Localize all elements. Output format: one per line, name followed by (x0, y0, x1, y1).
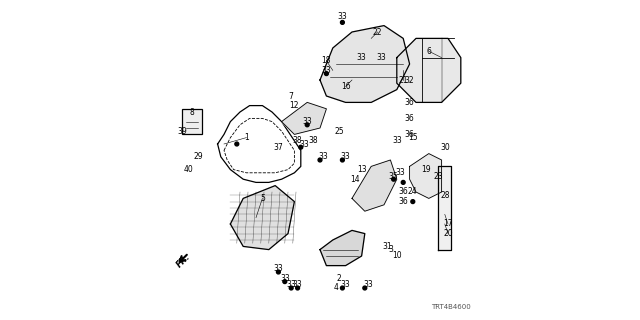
Text: 35: 35 (388, 172, 399, 180)
Text: 36: 36 (398, 188, 408, 196)
Circle shape (340, 158, 344, 162)
Text: 33: 33 (292, 280, 303, 289)
Circle shape (363, 286, 367, 290)
FancyBboxPatch shape (182, 109, 202, 134)
Text: 10: 10 (392, 252, 402, 260)
Text: 33: 33 (280, 274, 290, 283)
Circle shape (235, 142, 239, 146)
Text: 3: 3 (388, 245, 393, 254)
Text: 21: 21 (399, 76, 408, 84)
Text: 36: 36 (404, 114, 415, 123)
Text: 33: 33 (395, 168, 405, 177)
Circle shape (411, 200, 415, 204)
Text: 2: 2 (337, 274, 342, 283)
Text: 15: 15 (408, 133, 418, 142)
Text: FR.: FR. (175, 252, 193, 269)
Text: 37: 37 (273, 143, 284, 152)
Circle shape (276, 270, 280, 274)
Text: 29: 29 (193, 152, 204, 161)
Circle shape (289, 286, 293, 290)
Circle shape (324, 72, 328, 76)
Text: 33: 33 (356, 53, 367, 62)
Text: TRT4B4600: TRT4B4600 (431, 304, 470, 310)
Text: 36: 36 (398, 197, 408, 206)
Text: 33: 33 (392, 136, 402, 145)
Text: 7: 7 (289, 92, 294, 100)
Text: 4: 4 (333, 284, 339, 292)
Text: 36: 36 (404, 98, 415, 107)
Circle shape (305, 123, 309, 127)
Text: 18: 18 (322, 56, 331, 65)
Text: 33: 33 (337, 12, 348, 20)
Text: 8: 8 (189, 108, 195, 116)
Text: 19: 19 (420, 165, 431, 174)
Circle shape (401, 180, 405, 184)
Text: 16: 16 (340, 82, 351, 91)
Text: 39: 39 (177, 127, 188, 136)
Circle shape (296, 286, 300, 290)
Circle shape (299, 145, 303, 149)
Circle shape (392, 177, 396, 181)
Text: 14: 14 (350, 175, 360, 184)
Circle shape (340, 20, 344, 24)
Text: 22: 22 (373, 28, 382, 36)
Text: 20: 20 (443, 229, 453, 238)
Polygon shape (230, 186, 294, 250)
Text: 13: 13 (356, 165, 367, 174)
Text: 38: 38 (308, 136, 319, 145)
Text: 33: 33 (340, 152, 351, 161)
Text: 33: 33 (340, 280, 351, 289)
Text: 5: 5 (260, 194, 265, 203)
Text: 40: 40 (184, 165, 194, 174)
Text: 33: 33 (321, 66, 332, 75)
Text: 23: 23 (433, 172, 444, 180)
Text: 30: 30 (440, 143, 450, 152)
Text: 1: 1 (244, 133, 249, 142)
Text: 33: 33 (318, 152, 328, 161)
Polygon shape (282, 102, 326, 134)
Text: 33: 33 (273, 264, 284, 273)
Text: 25: 25 (334, 127, 344, 136)
Text: 12: 12 (290, 101, 299, 110)
Text: 36: 36 (404, 130, 415, 139)
Text: 33: 33 (299, 140, 309, 148)
Text: 38: 38 (292, 136, 303, 145)
Text: 32: 32 (404, 76, 415, 84)
Circle shape (340, 286, 344, 290)
Polygon shape (410, 154, 442, 198)
Text: 31: 31 (382, 242, 392, 251)
Text: 28: 28 (440, 191, 449, 200)
Text: 24: 24 (408, 188, 418, 196)
Polygon shape (438, 166, 451, 250)
Circle shape (318, 158, 322, 162)
Text: 33: 33 (302, 117, 312, 126)
Text: 33: 33 (376, 53, 386, 62)
Polygon shape (320, 230, 365, 266)
Polygon shape (397, 38, 461, 102)
Text: 6: 6 (426, 47, 431, 56)
Text: 33: 33 (363, 280, 373, 289)
Polygon shape (352, 160, 397, 211)
Polygon shape (320, 26, 410, 102)
Text: 17: 17 (443, 220, 453, 228)
Circle shape (283, 280, 287, 284)
Text: 33: 33 (286, 280, 296, 289)
